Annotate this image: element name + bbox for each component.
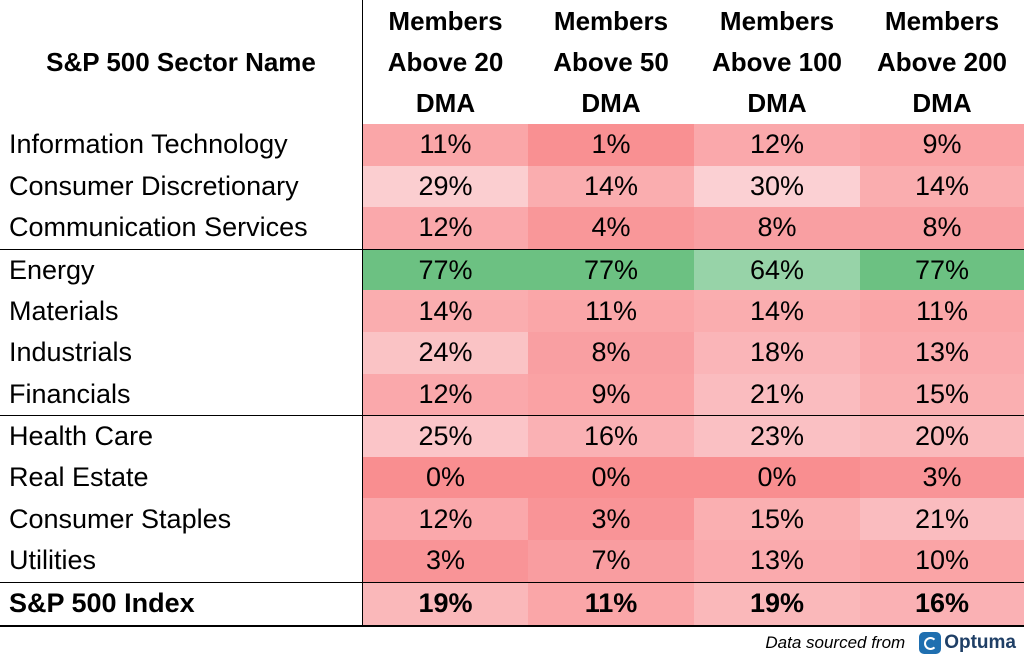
sector-breadth-table: S&P 500 Sector Name Members Above 20 DMA Mem…: [0, 0, 1024, 625]
value-cell: 3%: [860, 456, 1024, 499]
value-cell: 8%: [694, 207, 860, 249]
sector-row-label: Financials: [0, 373, 363, 416]
sector-row-label: Real Estate: [0, 456, 363, 499]
table-grid: S&P 500 Sector Name Members Above 20 DMA Mem…: [0, 0, 1024, 625]
value-cell: 0%: [528, 456, 694, 499]
value-cell: 10%: [860, 539, 1024, 582]
index-row-label: S&P 500 Index: [0, 581, 363, 625]
value-cell: 3%: [528, 498, 694, 540]
value-cell: 3%: [363, 539, 528, 582]
value-cell: 25%: [363, 415, 528, 457]
value-cell: 11%: [363, 124, 528, 166]
value-cell: 29%: [363, 165, 528, 208]
value-cell: 11%: [528, 581, 694, 625]
header-line: DMA: [747, 87, 807, 118]
value-cell: 14%: [363, 290, 528, 332]
value-cell: 12%: [363, 498, 528, 540]
value-cell: 77%: [860, 248, 1024, 291]
optuma-logo: Optuma: [919, 632, 1016, 654]
value-cell: 21%: [860, 498, 1024, 540]
header-line: DMA: [912, 87, 972, 118]
header-line: Above 100: [711, 46, 843, 77]
table-bottom-border: [0, 625, 1024, 627]
header-line: Members: [553, 5, 669, 36]
sector-row-label: Communication Services: [0, 207, 363, 249]
header-line: DMA: [581, 87, 641, 118]
value-cell: 23%: [694, 415, 860, 457]
header-line: Above 20: [387, 46, 504, 77]
value-cell: 8%: [528, 331, 694, 374]
header-line: Above 50: [553, 46, 669, 77]
value-cell: 19%: [363, 581, 528, 625]
header-column-2: Members Above 50 DMA: [528, 0, 694, 124]
value-cell: 14%: [528, 165, 694, 208]
header-column-4: Members Above 200 DMA: [860, 0, 1024, 124]
sector-row-label: Health Care: [0, 415, 363, 457]
header-column-3: Members Above 100 DMA: [694, 0, 860, 124]
value-cell: 4%: [528, 207, 694, 249]
value-cell: 9%: [528, 373, 694, 416]
sector-row-label: Utilities: [0, 539, 363, 582]
header-column-1: Members Above 20 DMA: [363, 0, 528, 124]
value-cell: 30%: [694, 165, 860, 208]
value-cell: 11%: [528, 290, 694, 332]
source-footer: Data sourced from Optuma: [765, 630, 1016, 656]
value-cell: 14%: [860, 165, 1024, 208]
value-cell: 18%: [694, 331, 860, 374]
value-cell: 13%: [694, 539, 860, 582]
sector-row-label: Information Technology: [0, 124, 363, 166]
value-cell: 16%: [860, 581, 1024, 625]
sector-row-label: Energy: [0, 248, 363, 291]
value-cell: 12%: [694, 124, 860, 166]
header-line: Members: [388, 5, 503, 36]
optuma-logo-text: Optuma: [944, 632, 1016, 653]
header-line: DMA: [415, 87, 476, 118]
value-cell: 14%: [694, 290, 860, 332]
sector-row-label: Industrials: [0, 331, 363, 374]
value-cell: 15%: [860, 373, 1024, 416]
header-line: Members: [719, 5, 835, 36]
value-cell: 77%: [528, 248, 694, 291]
value-cell: 1%: [528, 124, 694, 166]
value-cell: 0%: [363, 456, 528, 499]
value-cell: 77%: [363, 248, 528, 291]
value-cell: 16%: [528, 415, 694, 457]
value-cell: 11%: [860, 290, 1024, 332]
header-line: Above 200: [876, 46, 1008, 77]
value-cell: 12%: [363, 207, 528, 249]
value-cell: 21%: [694, 373, 860, 416]
value-cell: 8%: [860, 207, 1024, 249]
value-cell: 7%: [528, 539, 694, 582]
value-cell: 12%: [363, 373, 528, 416]
value-cell: 9%: [860, 124, 1024, 166]
value-cell: 20%: [860, 415, 1024, 457]
value-cell: 15%: [694, 498, 860, 540]
value-cell: 64%: [694, 248, 860, 291]
value-cell: 13%: [860, 331, 1024, 374]
header-line: Members: [884, 5, 1000, 36]
value-cell: 0%: [694, 456, 860, 499]
header-sector-name: S&P 500 Sector Name: [0, 0, 363, 124]
value-cell: 19%: [694, 581, 860, 625]
value-cell: 24%: [363, 331, 528, 374]
sector-row-label: Consumer Staples: [0, 498, 363, 540]
source-text: Data sourced from: [765, 633, 906, 652]
sector-row-label: Consumer Discretionary: [0, 165, 363, 208]
header-line: S&P 500 Sector Name: [46, 46, 316, 77]
sector-row-label: Materials: [0, 290, 363, 332]
optuma-logo-icon: [919, 632, 942, 654]
